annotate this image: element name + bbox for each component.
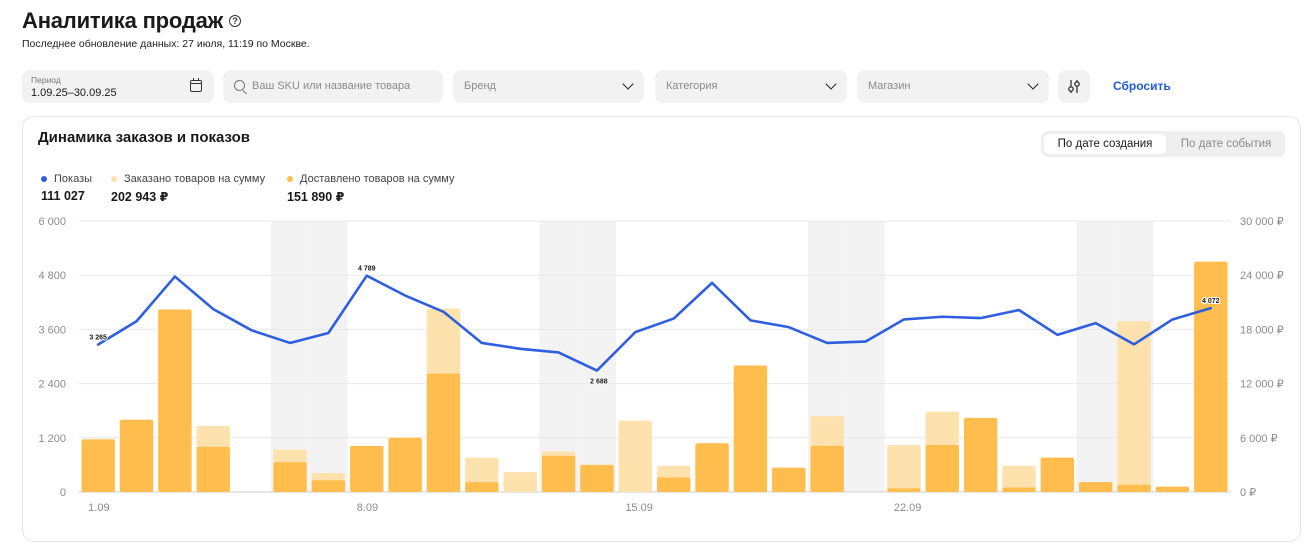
- views-data-label: 2 688: [590, 379, 608, 386]
- reset-filters-link[interactable]: Сбросить: [1113, 79, 1171, 93]
- legend-total: 111 027: [41, 189, 85, 203]
- left-axis-tick-label: 6 000: [38, 216, 66, 228]
- delivered-bar: [810, 445, 844, 492]
- delivered-bar: [1002, 487, 1036, 492]
- delivered-bar: [925, 445, 959, 492]
- brand-select[interactable]: Бренд: [453, 70, 644, 103]
- brand-label: Бренд: [464, 80, 496, 92]
- tab-by-event-date[interactable]: По дате события: [1180, 138, 1272, 150]
- filter-settings-button[interactable]: [1058, 70, 1090, 103]
- delivered-bar: [733, 365, 768, 492]
- right-axis-tick-label: 30 000 ₽: [1240, 216, 1284, 228]
- delivered-bar: [1079, 482, 1113, 492]
- delivered-bar: [465, 482, 499, 492]
- delivered-bar: [196, 446, 230, 492]
- store-label: Магазин: [868, 80, 911, 92]
- delivered-bar: [1040, 457, 1075, 492]
- x-axis-tick-label: 15.09: [625, 502, 653, 514]
- delivered-bar: [1155, 486, 1190, 492]
- delivered-bar: [81, 439, 115, 492]
- delivered-bar: [695, 443, 729, 492]
- delivered-bar: [541, 455, 576, 492]
- left-axis-tick-label: 4 800: [38, 270, 66, 282]
- search-input[interactable]: Ваш SKU или название товара: [223, 70, 443, 103]
- search-placeholder: Ваш SKU или название товара: [252, 80, 411, 92]
- legend-dot: [111, 176, 117, 182]
- x-axis-tick-label: 22.09: [894, 502, 922, 514]
- weekend-band: [270, 221, 310, 492]
- right-axis-tick-label: 12 000 ₽: [1240, 379, 1284, 391]
- right-axis-tick-label: 0 ₽: [1240, 487, 1256, 499]
- delivered-bar: [426, 373, 461, 492]
- left-axis-tick-label: 0: [60, 487, 66, 499]
- legend-total: 202 943 ₽: [111, 190, 169, 204]
- delivered-bar: [273, 462, 307, 492]
- delivered-bar: [311, 480, 346, 492]
- page-title: Аналитика продаж: [22, 8, 224, 33]
- legend-label: Доставлено товаров на сумму: [300, 173, 455, 185]
- calendar-icon: [190, 78, 202, 92]
- ordered-bar: [618, 420, 653, 492]
- weekend-band: [309, 221, 348, 492]
- right-axis-tick-label: 18 000 ₽: [1240, 324, 1284, 336]
- delivered-bar: [887, 488, 921, 492]
- views-data-label: 3 265: [89, 335, 107, 342]
- views-data-label: 4 072: [1202, 298, 1220, 305]
- legend-dot: [287, 176, 293, 182]
- delivered-bar: [119, 419, 154, 492]
- delivered-bar: [158, 309, 192, 492]
- right-axis-tick-label: 6 000 ₽: [1240, 433, 1278, 445]
- delivered-bar: [656, 477, 691, 492]
- x-axis-tick-label: 1.09: [88, 502, 109, 514]
- legend-dot: [41, 176, 47, 182]
- ordered-bar: [503, 472, 537, 492]
- legend-total: 151 890 ₽: [287, 190, 345, 204]
- ordered-bar: [1117, 321, 1151, 492]
- weekend-band: [1076, 221, 1115, 492]
- ordered-bar: [887, 445, 921, 492]
- x-axis-tick-label: 8.09: [357, 502, 378, 514]
- delivered-bar: [1117, 484, 1151, 492]
- legend-label: Показы: [54, 173, 93, 185]
- category-select[interactable]: Категория: [655, 70, 847, 103]
- legend-label: Заказано товаров на сумму: [124, 173, 266, 185]
- delivered-bar: [963, 417, 998, 492]
- date-mode-toggle: По дате создания По дате события: [1041, 131, 1285, 157]
- delivered-bar: [350, 445, 384, 492]
- store-select[interactable]: Магазин: [857, 70, 1049, 103]
- ordered-bar: [1002, 465, 1036, 492]
- views-data-label: 4 789: [358, 266, 376, 273]
- left-axis-tick-label: 2 400: [38, 379, 66, 391]
- weekend-band: [539, 221, 578, 492]
- period-picker[interactable]: Период 1.09.25–30.09.25: [22, 70, 214, 103]
- sliders-icon: [1068, 80, 1080, 93]
- question-circle-icon[interactable]: ?: [229, 15, 241, 27]
- left-axis-tick-label: 3 600: [38, 324, 66, 336]
- chart-card-title: Динамика заказов и показов: [38, 129, 251, 146]
- period-value: 1.09.25–30.09.25: [31, 87, 117, 99]
- last-update-subtitle: Последнее обновление данных: 27 июля, 11…: [22, 38, 310, 50]
- delivered-bar: [1194, 261, 1228, 492]
- category-label: Категория: [666, 80, 718, 92]
- search-icon: [234, 80, 245, 91]
- period-label: Период: [31, 75, 61, 85]
- right-axis-tick-label: 24 000 ₽: [1240, 270, 1284, 282]
- delivered-bar: [580, 464, 614, 492]
- weekend-band: [846, 221, 885, 492]
- left-axis-tick-label: 1 200: [38, 433, 66, 445]
- views-line: [96, 274, 1213, 372]
- tab-by-creation-date[interactable]: По дате создания: [1044, 134, 1166, 154]
- delivered-bar: [772, 467, 806, 492]
- delivered-bar: [388, 437, 422, 492]
